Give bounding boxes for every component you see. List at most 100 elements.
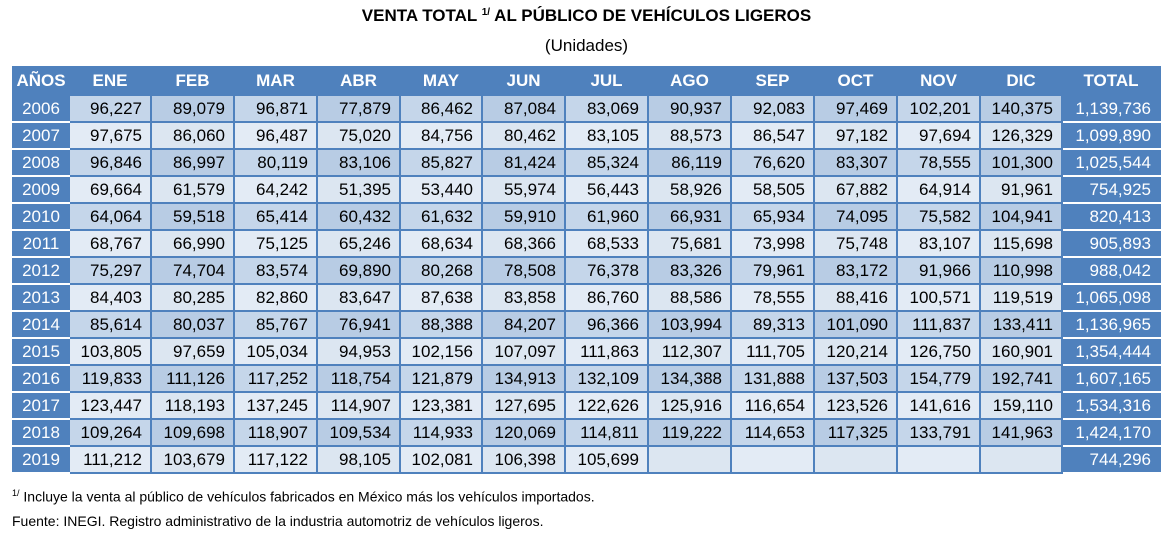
month-value-cell: 67,882: [813, 175, 898, 204]
column-header-dic: DIC: [979, 66, 1063, 96]
total-cell: 1,099,890: [1061, 121, 1161, 150]
month-value-cell: 127,695: [481, 391, 566, 420]
month-value-cell: 86,997: [150, 148, 235, 177]
year-cell: 2010: [12, 202, 70, 231]
month-value-cell: 159,110: [979, 391, 1063, 420]
month-value-cell: 61,960: [564, 202, 649, 231]
header-row: AÑOS ENE FEB MAR ABR MAY JUN JUL AGO SEP OCT NOV DIC…: [12, 66, 1161, 96]
column-header-nov: NOV: [896, 66, 981, 96]
month-value-cell: 65,934: [730, 202, 815, 231]
footnote: 1/ Incluye la venta al público de vehícu…: [12, 488, 595, 505]
month-value-cell: 75,125: [233, 229, 318, 258]
month-value-cell: 75,681: [647, 229, 732, 258]
month-value-cell: 78,555: [896, 148, 981, 177]
total-cell: 988,042: [1061, 256, 1161, 285]
total-cell: 905,893: [1061, 229, 1161, 258]
month-value-cell: 109,534: [316, 418, 401, 447]
month-value-cell: 66,931: [647, 202, 732, 231]
month-value-cell: 133,411: [979, 310, 1063, 339]
month-value-cell: 58,505: [730, 175, 815, 204]
year-cell: 2006: [12, 94, 70, 123]
year-cell: 2007: [12, 121, 70, 150]
month-value-cell: 60,432: [316, 202, 401, 231]
month-value-cell: 120,069: [481, 418, 566, 447]
month-value-cell: 86,760: [564, 283, 649, 312]
month-value-cell: 68,533: [564, 229, 649, 258]
month-value-cell: 115,698: [979, 229, 1063, 258]
month-value-cell: 140,375: [979, 94, 1063, 123]
month-value-cell: 109,264: [68, 418, 152, 447]
month-value-cell: 126,329: [979, 121, 1063, 150]
month-value-cell: 90,937: [647, 94, 732, 123]
month-value-cell: 59,518: [150, 202, 235, 231]
month-value-cell: 116,654: [730, 391, 815, 420]
total-cell: 744,296: [1061, 445, 1161, 474]
month-value-cell: 117,325: [813, 418, 898, 447]
table-row: 2017 123,447 118,193 137,245 114,907 123,381 1…: [12, 391, 1161, 420]
month-value-cell: 61,632: [399, 202, 483, 231]
month-value-cell: 86,547: [730, 121, 815, 150]
month-value-cell: 80,037: [150, 310, 235, 339]
month-value-cell: 109,698: [150, 418, 235, 447]
month-value-cell: 96,846: [68, 148, 152, 177]
table-row: 2014 85,614 80,037 85,767 76,941 88,388 84,207…: [12, 310, 1161, 339]
table-row: 2007 97,675 86,060 96,487 75,020 84,756 80,462…: [12, 121, 1161, 150]
month-value-cell: 74,704: [150, 256, 235, 285]
month-value-cell: 88,573: [647, 121, 732, 150]
month-value-cell: 111,212: [68, 445, 152, 474]
total-cell: 1,607,165: [1061, 364, 1161, 393]
year-cell: 2019: [12, 445, 70, 474]
month-value-cell: 89,313: [730, 310, 815, 339]
month-value-cell: 83,069: [564, 94, 649, 123]
table-row: 2008 96,846 86,997 80,119 83,106 85,827 81,424…: [12, 148, 1161, 177]
month-value-cell: 103,994: [647, 310, 732, 339]
month-value-cell: 58,926: [647, 175, 732, 204]
column-header-sep: SEP: [730, 66, 815, 96]
month-value-cell: 97,675: [68, 121, 152, 150]
column-header-jun: JUN: [481, 66, 566, 96]
month-value-cell: 125,916: [647, 391, 732, 420]
year-cell: 2008: [12, 148, 70, 177]
month-value-cell: 160,901: [979, 337, 1063, 366]
month-value-cell: 98,105: [316, 445, 401, 474]
month-value-cell: 61,579: [150, 175, 235, 204]
month-value-cell: 74,095: [813, 202, 898, 231]
month-value-cell: 134,913: [481, 364, 566, 393]
total-cell: 1,025,544: [1061, 148, 1161, 177]
footnote-text: Incluye la venta al público de vehículos…: [23, 488, 595, 505]
column-header-ago: AGO: [647, 66, 732, 96]
total-cell: 1,424,170: [1061, 418, 1161, 447]
month-value-cell: 112,307: [647, 337, 732, 366]
month-value-cell: 111,837: [896, 310, 981, 339]
month-value-cell: 80,285: [150, 283, 235, 312]
month-value-cell: 86,060: [150, 121, 235, 150]
month-value-cell: 119,222: [647, 418, 732, 447]
month-value-cell: [896, 445, 981, 474]
month-value-cell: 64,064: [68, 202, 152, 231]
total-cell: 820,413: [1061, 202, 1161, 231]
month-value-cell: 68,767: [68, 229, 152, 258]
month-value-cell: 131,888: [730, 364, 815, 393]
column-header-jul: JUL: [564, 66, 649, 96]
month-value-cell: 76,941: [316, 310, 401, 339]
month-value-cell: 123,381: [399, 391, 483, 420]
month-value-cell: 53,440: [399, 175, 483, 204]
month-value-cell: 118,193: [150, 391, 235, 420]
year-cell: 2013: [12, 283, 70, 312]
month-value-cell: 97,694: [896, 121, 981, 150]
month-value-cell: 79,961: [730, 256, 815, 285]
month-value-cell: 96,871: [233, 94, 318, 123]
month-value-cell: [979, 445, 1063, 474]
month-value-cell: 97,469: [813, 94, 898, 123]
month-value-cell: 118,907: [233, 418, 318, 447]
month-value-cell: 76,620: [730, 148, 815, 177]
month-value-cell: 91,966: [896, 256, 981, 285]
table-row: 2019 111,212 103,679 117,122 98,105 102,081 10…: [12, 445, 1161, 474]
table-row: 2011 68,767 66,990 75,125 65,246 68,634 68,366…: [12, 229, 1161, 258]
month-value-cell: 114,907: [316, 391, 401, 420]
month-value-cell: 192,741: [979, 364, 1063, 393]
month-value-cell: 83,307: [813, 148, 898, 177]
month-value-cell: 64,242: [233, 175, 318, 204]
month-value-cell: 102,201: [896, 94, 981, 123]
month-value-cell: 75,582: [896, 202, 981, 231]
